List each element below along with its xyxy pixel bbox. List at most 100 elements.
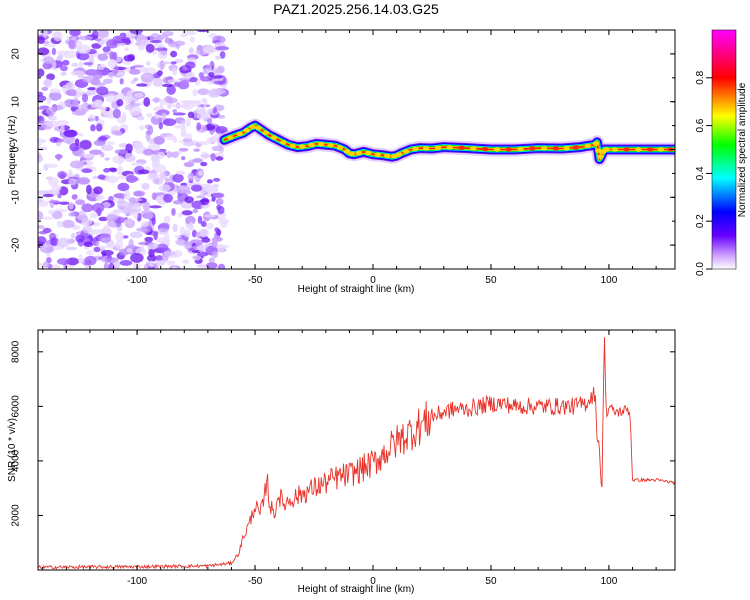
noise-speckle (105, 175, 119, 184)
noise-speckle (220, 220, 228, 229)
noise-speckle (184, 196, 194, 204)
noise-speckle (158, 184, 171, 192)
noise-speckle (163, 118, 177, 127)
ridge-peak (374, 152, 381, 157)
noise-speckle (100, 144, 114, 152)
ridge-peak (603, 147, 610, 152)
colorbar-tick-label: 0.8 (695, 70, 706, 84)
noise-speckle (68, 212, 76, 217)
noise-speckle (181, 156, 186, 161)
noise-speckle (96, 64, 105, 70)
noise-speckle (157, 151, 166, 159)
noise-speckle (195, 231, 201, 239)
noise-speckle (172, 250, 183, 258)
noise-speckle (124, 104, 135, 111)
noise-speckle (140, 72, 155, 83)
noise-speckle (104, 157, 110, 161)
ridge-peak (422, 146, 430, 151)
noise-speckle (103, 262, 109, 269)
noise-speckle (170, 104, 183, 108)
noise-speckle (112, 198, 125, 203)
noise-speckle (200, 98, 207, 103)
ridge-peak (355, 150, 363, 156)
noise-speckle (174, 59, 184, 64)
colorbar-tick-label: 0.0 (695, 262, 706, 276)
spectrogram-x-tick-label: 0 (370, 275, 376, 286)
noise-speckle (122, 95, 129, 101)
ridge-peak (611, 147, 619, 152)
noise-speckle (68, 169, 73, 177)
noise-speckle (60, 124, 65, 133)
noise-speckle (68, 202, 74, 210)
noise-speckle (180, 103, 190, 109)
ridge-peak (517, 146, 524, 152)
noise-speckle (72, 98, 79, 108)
noise-speckle (177, 80, 190, 90)
noise-speckle (114, 149, 129, 155)
noise-speckle (40, 244, 53, 248)
spectrogram-y-tick-label: -20 (11, 237, 22, 252)
noise-speckle (157, 227, 169, 235)
noise-speckle (107, 241, 115, 249)
spectrogram-x-tick-label: 50 (485, 275, 497, 286)
noise-speckle (154, 115, 161, 119)
noise-speckle (55, 120, 70, 126)
noise-speckle (128, 197, 137, 203)
noise-speckle (144, 212, 153, 220)
noise-speckle (116, 43, 127, 47)
noise-speckle (38, 111, 42, 117)
noise-speckle (172, 137, 178, 143)
noise-speckle (97, 53, 109, 61)
noise-speckle (90, 124, 96, 132)
colorbar: 0.0 0.2 0.4 0.6 0.8 Normalized spectral ampl… (695, 29, 748, 276)
noise-speckle (136, 115, 145, 121)
noise-speckle (166, 97, 178, 104)
noise-speckle (79, 35, 93, 41)
noise-speckle (56, 138, 64, 143)
noise-speckle (111, 130, 123, 136)
noise-speckle (76, 210, 87, 221)
noise-speckle (187, 172, 195, 181)
noise-speckle (84, 255, 97, 266)
spectrogram-x-tick-label: -100 (127, 275, 147, 286)
noise-speckle (164, 177, 170, 184)
spectrogram-x-label: Height of straight line (km) (298, 284, 415, 295)
noise-speckle (172, 112, 186, 116)
ridge-peak (458, 145, 465, 151)
snr-plot-area (38, 330, 675, 570)
noise-speckle (151, 158, 161, 166)
noise-speckle (155, 255, 164, 262)
noise-speckle (89, 149, 103, 155)
noise-speckle (215, 198, 224, 206)
noise-speckle (200, 161, 208, 167)
noise-speckle (188, 159, 195, 165)
noise-speckle (171, 266, 178, 269)
noise-speckle (38, 225, 45, 229)
noise-speckle (46, 96, 52, 105)
noise-speckle (163, 233, 170, 242)
noise-speckle (69, 142, 80, 152)
noise-speckle (101, 249, 114, 256)
noise-speckle (197, 88, 210, 96)
ridge-peak (647, 147, 654, 152)
noise-speckle (174, 234, 182, 239)
spectrogram-x-tick-label: 100 (601, 275, 618, 286)
noise-speckle (83, 241, 94, 248)
noise-speckle (81, 153, 96, 159)
noise-speckle (188, 247, 195, 252)
snr-x-tick-label: -100 (127, 576, 147, 587)
noise-speckle (38, 152, 42, 163)
noise-speckle (188, 221, 194, 230)
noise-speckle (46, 120, 59, 127)
noise-speckle (117, 182, 130, 192)
ridge-peak (623, 147, 630, 152)
spectrogram-y-tick-label: 20 (11, 48, 22, 60)
snr-y-label: SNR (10 * v/v) (7, 418, 18, 482)
noise-speckle (81, 203, 94, 213)
noise-speckle (151, 97, 162, 103)
noise-speckle (189, 36, 196, 43)
ridge-peak (249, 124, 256, 129)
ridge-peak (592, 141, 600, 146)
noise-speckle (183, 229, 191, 238)
noise-speckle (136, 83, 148, 87)
